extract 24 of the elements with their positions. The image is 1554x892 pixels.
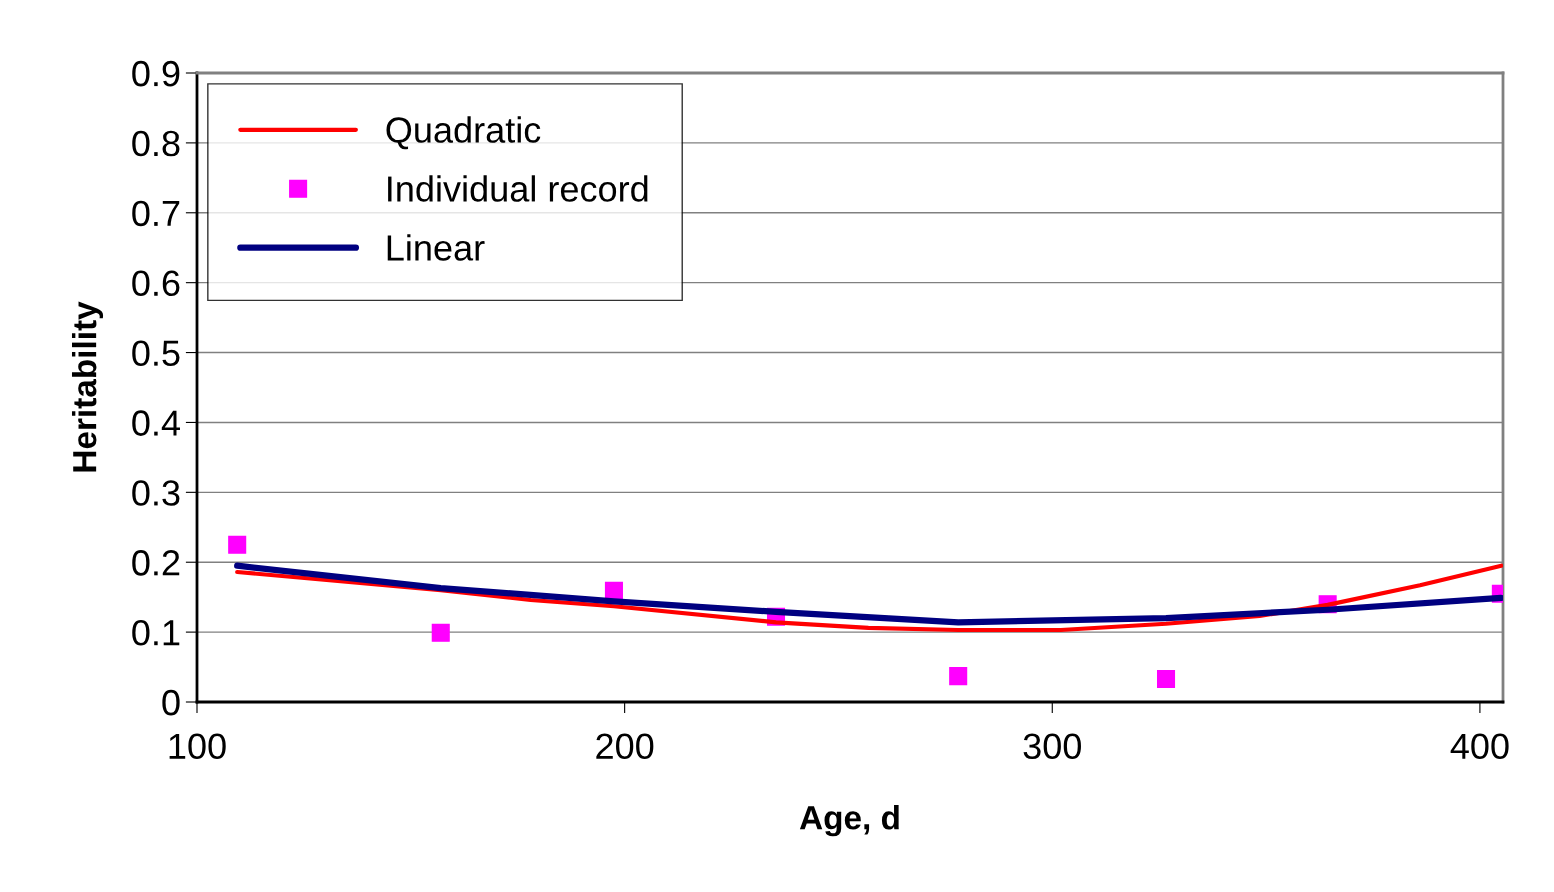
y-tick-label: 0.4 [132,410,180,436]
y-axis-title: Heritability [71,301,104,472]
x-axis-title: Age, d [799,805,899,837]
x-tick-label: 100 [169,733,226,760]
y-tick-label: 0.5 [132,340,180,366]
y-tick-label: 0.2 [132,550,180,576]
point [431,623,450,642]
point [1156,669,1176,688]
point [949,667,968,686]
x-tick-label: 300 [1023,733,1081,760]
point [604,581,623,600]
y-tick-label: 0.9 [132,60,180,87]
legend-label: Individual record [388,175,648,202]
y-tick-label: 0 [162,689,180,716]
y-tick-label: 0.1 [132,619,180,646]
legend-label: Quadratic [386,116,541,150]
point [228,535,247,554]
y-tick-label: 0.6 [132,270,180,297]
x-tick-label: 400 [1450,733,1509,760]
y-tick-label: 0.8 [132,130,180,157]
y-tick-label: 0.3 [132,480,180,506]
y-tick-label: 0.7 [132,200,180,227]
legend-label: Linear [387,234,485,261]
x-tick-label: 200 [596,733,654,760]
